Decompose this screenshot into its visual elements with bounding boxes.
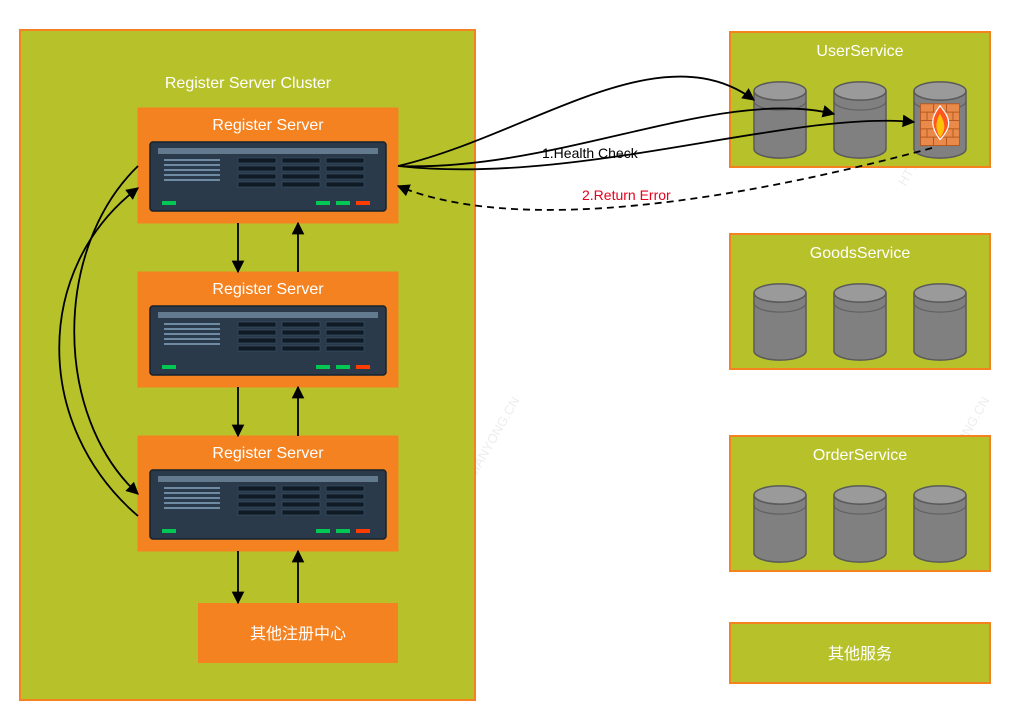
database-icon — [754, 284, 806, 360]
register-server-label: Register Server — [212, 281, 324, 298]
other-services-box: 其他服务 — [730, 623, 990, 683]
database-icon — [914, 486, 966, 562]
register-server-label: Register Server — [212, 117, 324, 134]
service-label: GoodsService — [810, 245, 911, 262]
return-error-label: 2.Return Error — [582, 187, 671, 203]
service-label: UserService — [816, 43, 903, 60]
service-box: OrderService — [730, 436, 990, 571]
other-registry-label: 其他注册中心 — [250, 625, 346, 643]
architecture-diagram: HTTP://YANGJIANYONG.CNHTTP://YANGJIANYON… — [0, 0, 1010, 710]
database-icon — [834, 486, 886, 562]
database-icon — [754, 486, 806, 562]
database-icon — [834, 284, 886, 360]
database-icon — [754, 82, 806, 158]
database-icon — [914, 284, 966, 360]
register-server-box: Register Server — [138, 272, 398, 387]
cluster-title: Register Server Cluster — [165, 75, 332, 92]
service-box: UserService — [730, 32, 990, 167]
service-box: GoodsService — [730, 234, 990, 369]
register-server-label: Register Server — [212, 445, 324, 462]
register-server-box: Register Server — [138, 436, 398, 551]
register-server-cluster: Register Server Cluster Register Server Re… — [20, 30, 475, 700]
health-check-label: 1.Health Check — [542, 145, 639, 161]
other-services-label: 其他服务 — [828, 645, 892, 663]
other-registry-box: 其他注册中心 — [198, 603, 398, 663]
database-icon — [914, 82, 966, 158]
service-label: OrderService — [813, 447, 907, 464]
register-server-box: Register Server — [138, 108, 398, 223]
